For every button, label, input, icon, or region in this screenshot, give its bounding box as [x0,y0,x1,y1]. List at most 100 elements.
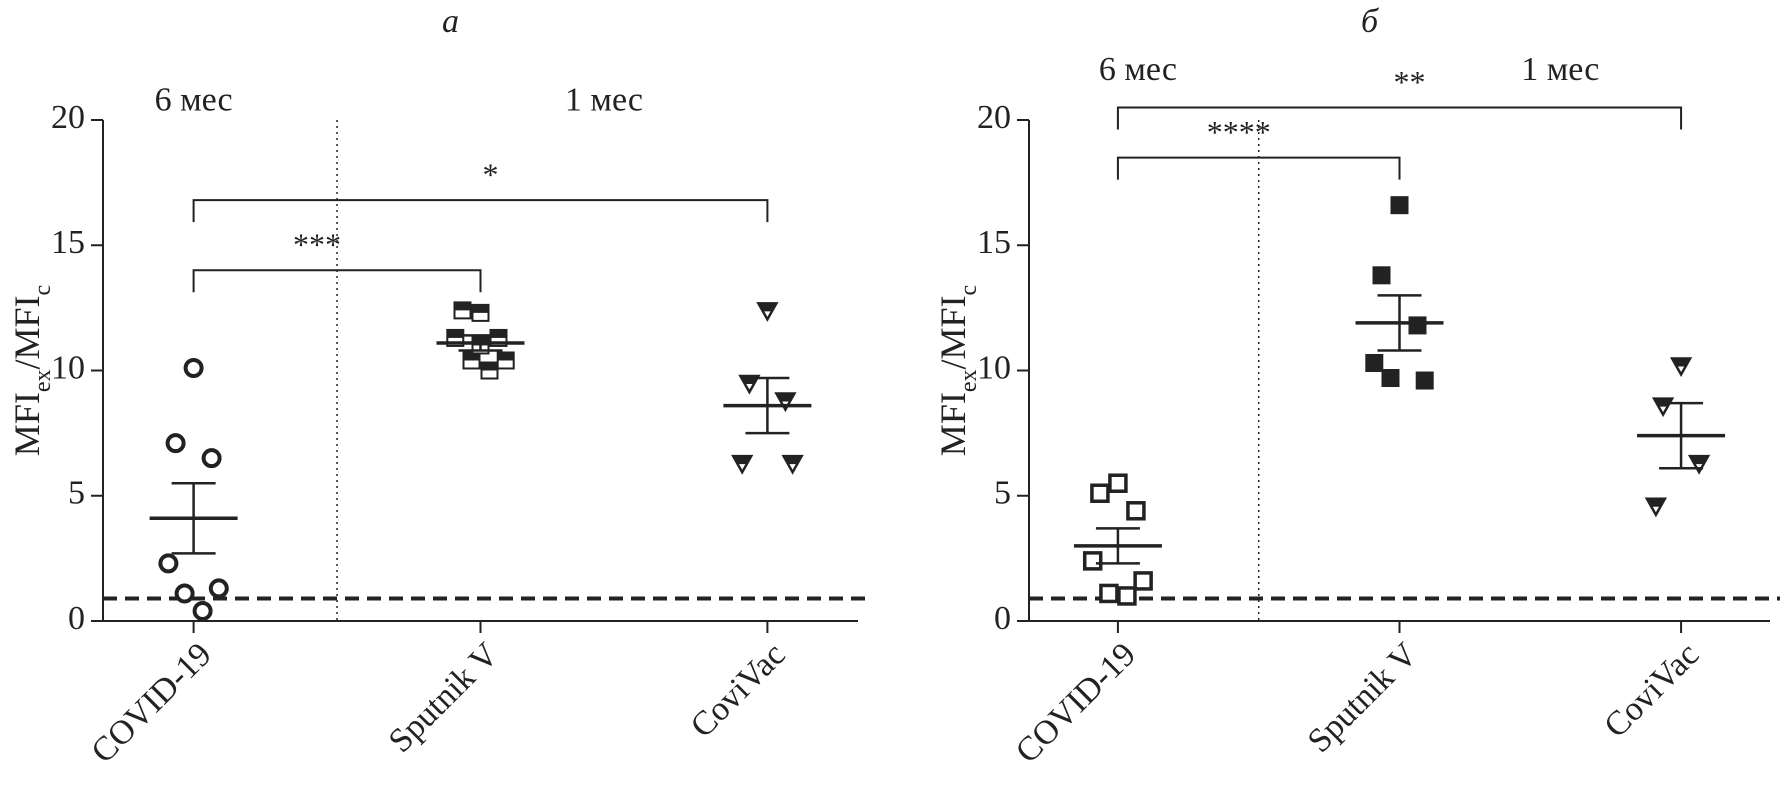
marker-fill [758,303,777,312]
y-label-part: ex [956,370,982,393]
data-point [183,357,204,378]
data-point [453,301,472,320]
data-point [1669,357,1693,378]
marker-fill [776,393,795,402]
marker-shape [1133,571,1153,591]
data-point [1390,196,1409,215]
marker-shape [1108,473,1128,493]
error-bar [1659,401,1704,470]
data-point [1687,454,1711,475]
y-tick-label: 0 [994,600,1011,637]
data-point [480,361,499,380]
marker-shape [1090,483,1110,503]
data-point [731,454,754,475]
marker-shape [1415,371,1434,390]
data-point [158,553,179,574]
y-tick-label: 20 [51,99,85,136]
data-point [1108,473,1128,493]
marker-shape [183,357,204,378]
marker-shape [1372,266,1391,285]
y-label-part: c [30,285,56,296]
x-tick-label: COVID-19 [1009,636,1143,770]
y-tick-label: 10 [977,349,1011,386]
data-point [1651,397,1675,418]
significance-label: ** [1394,64,1426,100]
period-label: 1 мес [565,81,643,118]
panel: а MFIex/MFIc 0 5 10 15 20 6 мес 1 мес COVID-19 Spu… [7,3,868,770]
data-point [1644,497,1668,518]
data-point [774,392,797,413]
y-tick-label: 0 [68,600,85,637]
y-label-part: /MFI [7,295,47,369]
y-label-part: c [956,285,982,296]
error-bar [458,334,503,352]
data-point [1381,369,1400,388]
data-point [462,351,481,370]
data-point [1372,266,1391,285]
marker-shape [1365,353,1384,372]
y-axis-label: MFIex/MFIc [7,285,55,456]
y-tick-label: 5 [994,475,1011,512]
data-point [1408,316,1427,335]
marker-shape [1126,501,1146,521]
data-point [1099,583,1119,604]
marker-fill [1690,456,1709,465]
error-bar [745,376,790,435]
significance-label: *** [293,227,341,263]
data-point [201,448,222,469]
data-point [1415,371,1434,390]
marker-shape [1390,196,1409,215]
data-point [496,351,515,370]
y-tick-label: 15 [977,224,1011,261]
y-label-part: MFI [7,392,47,456]
y-label-part: ex [30,370,56,393]
marker-shape [165,433,186,454]
x-tick-label: CoviVac [684,636,793,745]
error-bar [171,481,216,555]
marker-shape [201,448,222,469]
data-point [1365,353,1384,372]
data-point [174,583,195,604]
marker-fill [481,362,498,371]
error-bar [1377,294,1422,352]
chart-title: а [442,3,459,40]
marker-shape [1381,369,1400,388]
data-point [192,600,213,621]
marker-fill [463,352,480,361]
x-tick-label: Sputnik V [1301,636,1425,760]
period-label: 6 мес [1099,51,1177,88]
marker-shape [208,578,229,599]
y-tick-label: 20 [977,99,1011,136]
marker-shape [1099,583,1119,604]
marker-shape [174,583,195,604]
significance-label: * [483,157,499,193]
data-point [1133,571,1153,591]
chart-title: б [1361,3,1380,40]
data-point [208,578,229,599]
marker-fill [472,304,489,313]
data-point [1090,483,1110,503]
x-tick-label: Sputnik V [382,636,506,760]
x-tick-label: COVID-19 [84,636,218,770]
significance-label: **** [1207,114,1271,150]
marker-fill [497,352,514,361]
significance-bracket [192,199,769,223]
data-point [1117,586,1137,606]
significance-bracket [1116,156,1401,180]
marker-fill [1672,358,1691,367]
marker-fill [490,329,507,338]
y-label-part: MFI [933,392,973,456]
data-point [781,454,804,475]
significance-bracket [1116,106,1683,130]
marker-fill [1646,498,1665,507]
data-point [1082,551,1103,571]
marker-fill [454,302,471,311]
y-label-part: /MFI [933,295,973,369]
marker-shape [1082,551,1103,571]
y-tick-label: 5 [68,475,85,512]
marker-fill [783,456,802,465]
y-tick-label: 15 [51,224,85,261]
error-bar [1095,527,1140,565]
